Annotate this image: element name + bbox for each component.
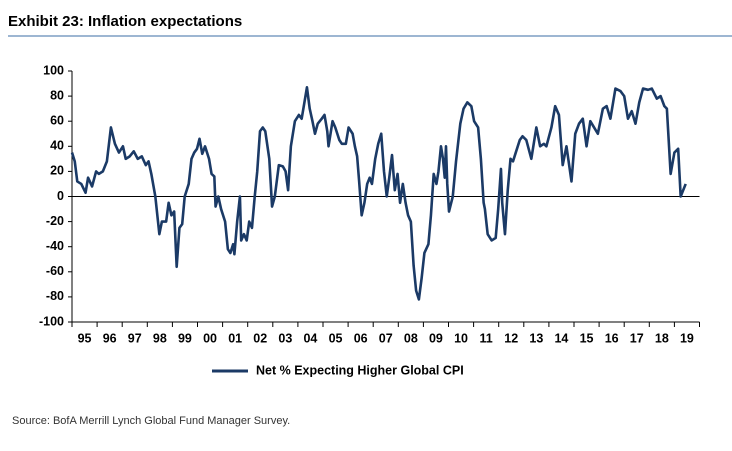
- x-tick-label: 09: [429, 331, 443, 345]
- x-tick-label: 95: [78, 331, 92, 345]
- x-tick-label: 06: [354, 331, 368, 345]
- x-tick-label: 11: [480, 331, 493, 345]
- x-tick-label: 99: [178, 331, 192, 345]
- y-tick-label: 20: [50, 164, 64, 178]
- x-tick-label: 12: [504, 331, 518, 345]
- x-tick-label: 08: [404, 331, 418, 345]
- x-tick-label: 97: [128, 331, 142, 345]
- y-tick-label: -80: [46, 289, 64, 303]
- y-tick-label: 80: [50, 88, 64, 102]
- x-tick-label: 05: [329, 331, 343, 345]
- y-tick-label: 60: [50, 113, 64, 127]
- x-tick-label: 16: [605, 331, 619, 345]
- x-tick-label: 98: [153, 331, 167, 345]
- y-tick-label: -20: [46, 214, 64, 228]
- source-note: Source: BofA Merrill Lynch Global Fund M…: [12, 415, 290, 427]
- x-tick-label: 07: [379, 331, 393, 345]
- x-tick-label: 96: [103, 331, 117, 345]
- x-tick-label: 01: [228, 331, 242, 345]
- y-tick-label: -40: [46, 239, 64, 253]
- legend-label: Net % Expecting Higher Global CPI: [256, 363, 464, 377]
- y-tick-label: 40: [50, 139, 64, 153]
- y-tick-label: -100: [39, 314, 64, 328]
- x-tick-label: 13: [529, 331, 543, 345]
- chart-title: Exhibit 23: Inflation expectations: [8, 13, 242, 30]
- x-tick-label: 00: [203, 331, 217, 345]
- x-tick-label: 14: [554, 331, 568, 345]
- x-tick-label: 03: [278, 331, 292, 345]
- x-tick-label: 04: [303, 331, 317, 345]
- x-tick-label: 18: [655, 331, 669, 345]
- x-tick-label: 02: [253, 331, 267, 345]
- y-tick-label: 100: [43, 63, 64, 77]
- y-tick-label: -60: [46, 264, 64, 278]
- x-tick-label: 19: [680, 331, 694, 345]
- y-tick-label: 0: [57, 189, 64, 203]
- x-tick-label: 10: [454, 331, 468, 345]
- x-tick-label: 17: [630, 331, 644, 345]
- x-tick-label: 15: [580, 331, 594, 345]
- data-line: [70, 86, 687, 301]
